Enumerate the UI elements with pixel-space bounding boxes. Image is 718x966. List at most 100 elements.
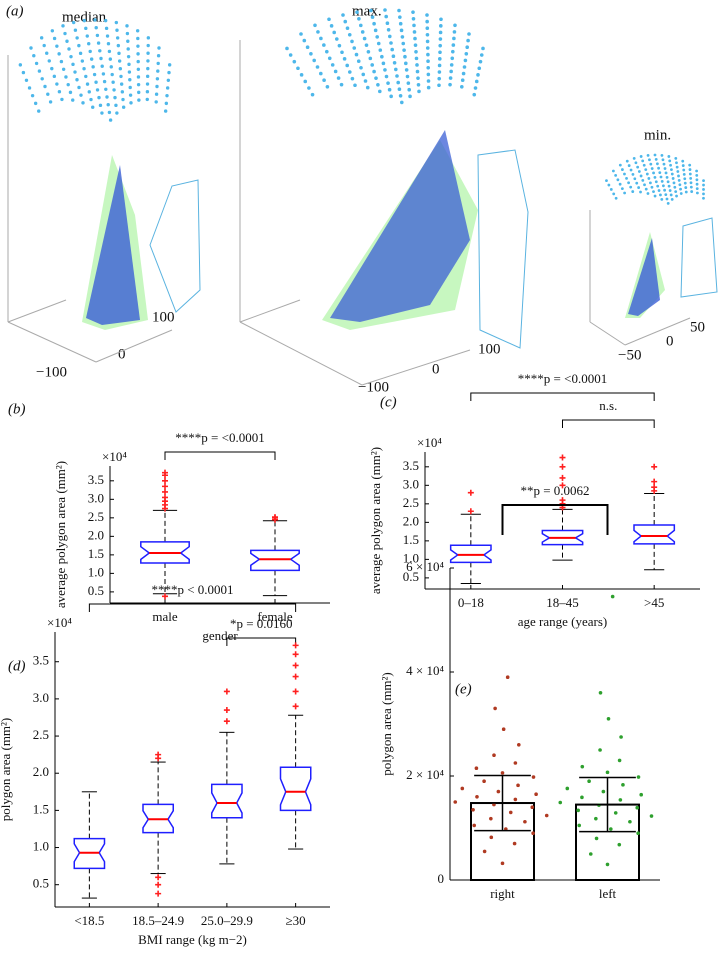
point-cloud (403, 54, 407, 59)
point-cloud (30, 93, 35, 98)
y-scale-label: ×10⁴ (417, 435, 442, 450)
outlier (223, 707, 230, 714)
point-cloud (77, 85, 81, 90)
point (489, 816, 493, 821)
point-cloud (66, 82, 70, 87)
point-cloud (404, 68, 409, 72)
point-cloud (663, 167, 667, 170)
point-cloud (100, 64, 104, 68)
y-tick-label: 2.0 (88, 527, 104, 542)
point (475, 795, 479, 799)
point-cloud (167, 70, 171, 75)
point-cloud (451, 49, 455, 54)
point-cloud (110, 72, 114, 77)
point-cloud (85, 82, 90, 86)
point-cloud (664, 171, 668, 175)
y-scale-label: ×10⁴ (47, 615, 72, 630)
point-cloud (461, 71, 466, 76)
x-tick-label: 25.0–29.9 (201, 913, 253, 928)
box (211, 783, 243, 819)
point-cloud (662, 184, 665, 188)
point-cloud (666, 202, 670, 205)
surface (477, 149, 529, 349)
point-cloud (408, 94, 412, 99)
point-cloud (64, 75, 68, 79)
point-cloud (67, 47, 71, 51)
point-cloud (378, 89, 382, 94)
axis-tick-label: 50 (690, 319, 705, 335)
point-cloud (55, 82, 59, 86)
point-cloud (57, 90, 62, 94)
error-bar (576, 776, 639, 833)
point-cloud (660, 153, 664, 157)
point-cloud (678, 183, 682, 187)
point-cloud (63, 31, 67, 36)
point-cloud (61, 24, 65, 28)
outlier (292, 651, 299, 658)
point-cloud (325, 49, 329, 54)
point-cloud (438, 43, 443, 48)
outlier (292, 703, 299, 710)
point-cloud (460, 85, 464, 89)
x-axis-label: gender (202, 628, 238, 643)
point-cloud (57, 52, 61, 56)
y-tick-label: 1.5 (88, 546, 104, 561)
point (580, 795, 584, 800)
view-title: max. (352, 3, 382, 19)
outlier (162, 488, 168, 495)
annotation: ****p < 0.0001 (151, 582, 233, 597)
point-cloud (398, 21, 403, 26)
point-cloud (629, 185, 633, 189)
point-cloud (689, 176, 693, 180)
point-cloud (89, 97, 93, 102)
point (482, 779, 486, 783)
surface (330, 130, 470, 322)
axis-tick-label: 0 (118, 346, 126, 362)
point-cloud (43, 84, 47, 89)
point-cloud (333, 69, 338, 74)
point-cloud (397, 8, 401, 13)
annotation: ****p = <0.0001 (175, 430, 264, 445)
point-cloud (108, 118, 113, 122)
point-cloud (115, 111, 119, 115)
point-cloud (89, 57, 94, 61)
point-cloud (702, 192, 705, 196)
point-cloud (401, 41, 406, 46)
point (598, 691, 603, 695)
point-cloud (649, 181, 652, 185)
point-cloud (618, 163, 622, 167)
point-cloud (372, 69, 376, 74)
point-cloud (116, 43, 121, 48)
point-cloud (94, 80, 98, 84)
point-cloud (84, 26, 88, 31)
outlier (292, 688, 299, 695)
y-tick-label: 2.0 (403, 513, 419, 528)
point-cloud (644, 187, 648, 191)
point-cloud (69, 54, 73, 59)
point-cloud (426, 59, 430, 64)
point-cloud (107, 49, 112, 54)
point-cloud (394, 67, 398, 72)
point-cloud (347, 33, 352, 37)
point-cloud (111, 80, 115, 84)
point-cloud (164, 101, 169, 106)
point-cloud (48, 100, 53, 104)
outlier (223, 688, 230, 695)
axis-tick-label: −100 (358, 379, 389, 395)
point-cloud (387, 87, 392, 92)
x-tick-label: >45 (644, 595, 664, 610)
point-cloud (634, 161, 638, 165)
point (618, 798, 623, 802)
point-cloud (376, 82, 380, 87)
point-cloud (354, 52, 359, 57)
point-cloud (612, 169, 615, 173)
axis-3d (589, 321, 626, 346)
point-cloud (406, 81, 411, 85)
point-cloud (438, 50, 442, 55)
point-cloud (657, 166, 660, 170)
axis-3d (624, 317, 691, 346)
x-tick-label: 18.5–24.9 (132, 913, 184, 928)
point-cloud (474, 79, 479, 84)
point-cloud (671, 177, 675, 180)
point-cloud (473, 86, 478, 90)
